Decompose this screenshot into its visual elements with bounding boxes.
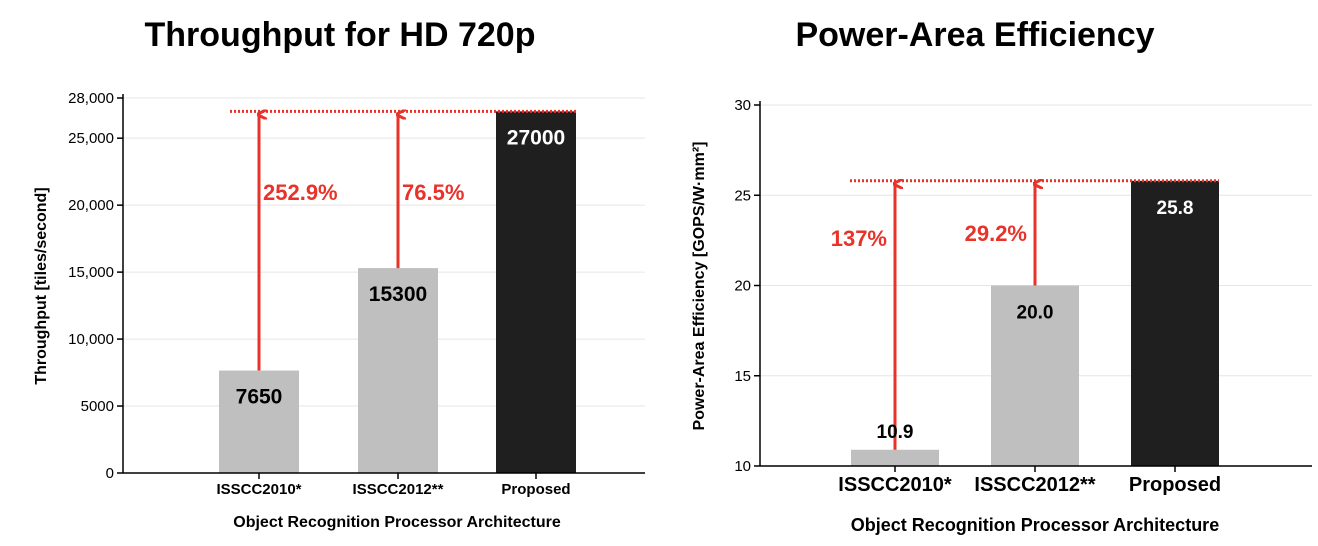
x-axis-label: Object Recognition Processor Architectur… [851,515,1219,535]
y-tick-label: 25 [734,187,751,204]
x-axis-label: Object Recognition Processor Architectur… [233,514,561,531]
improvement-label: 76.5% [402,180,464,205]
y-axis-label: Power-Area Efficiency [GOPS/W·mm²] [691,142,708,431]
data-label: 7650 [236,386,283,409]
data-label: 10.9 [877,422,914,443]
y-tick-label: 10,000 [68,331,114,348]
x-tick-label: ISSCC2012** [353,481,444,498]
improvement-label: 137% [831,226,887,251]
improvement-label: 29.2% [965,221,1027,246]
bar [1131,180,1219,466]
y-tick-label: 30 [734,97,751,114]
data-label: 20.0 [1017,303,1054,324]
bar [851,449,939,466]
x-tick-label: ISSCC2012** [974,474,1095,496]
throughput-chart: Throughput for HD 720p 0 5000 10,000 15,000… [33,16,645,531]
y-tick-label: 15,000 [68,264,114,281]
y-tick-label: 20,000 [68,197,114,214]
y-tick-label: 20 [734,278,751,295]
data-label: 25.8 [1157,198,1194,219]
bar [496,111,576,474]
data-label: 15300 [369,283,427,306]
y-axis-label: Throughput [tiles/second] [33,187,50,384]
power-area-efficiency-chart: Power-Area Efficiency 10 15 20 25 30 ISSCC201… [691,16,1312,535]
x-tick-label: ISSCC2010* [216,481,301,498]
y-tick-label: 0 [106,465,114,482]
y-tick-label: 10 [734,458,751,475]
bar [219,370,299,473]
y-tick-label: 25,000 [68,130,114,147]
bar [358,268,438,473]
data-label: 27000 [507,126,565,149]
bar [991,285,1079,466]
x-tick-label: Proposed [501,481,570,498]
chart-title: Throughput for HD 720p [145,16,536,54]
x-tick-label: Proposed [1129,474,1221,496]
x-tick-label: ISSCC2010* [838,474,952,496]
chart-title: Power-Area Efficiency [795,16,1154,54]
improvement-label: 252.9% [263,180,338,205]
y-tick-label: 5000 [81,398,114,415]
y-tick-label: 15 [734,368,751,385]
y-tick-label: 28,000 [68,90,114,107]
